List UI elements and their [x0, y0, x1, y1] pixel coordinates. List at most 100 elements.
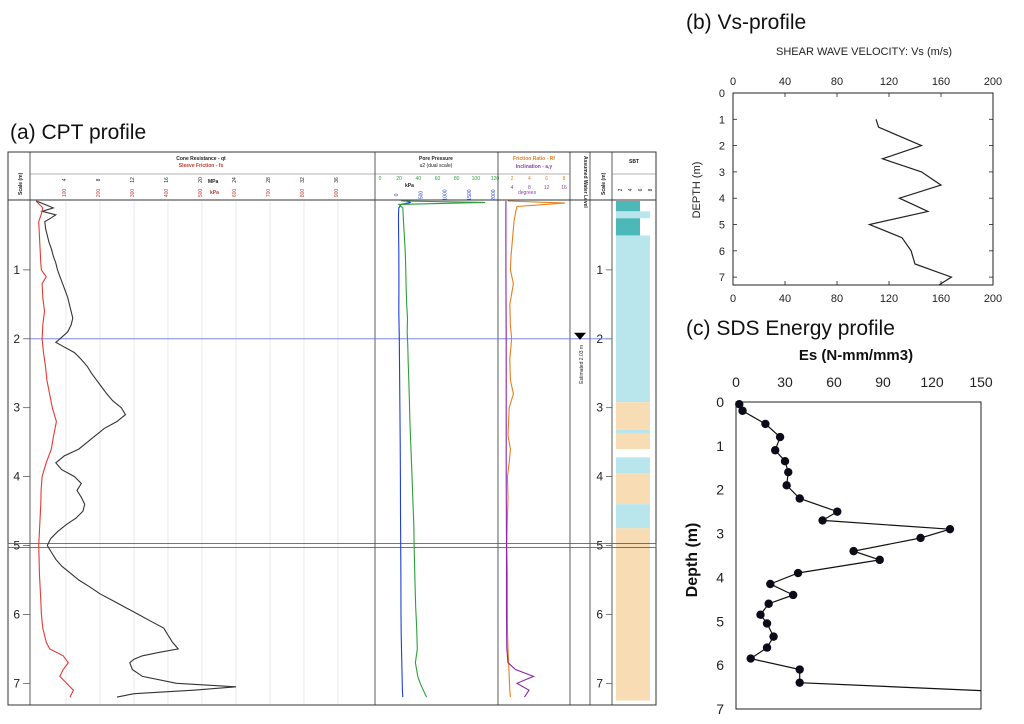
sds-ylabel: Depth (m): [684, 523, 701, 598]
incl-tick: 8: [528, 185, 531, 191]
sds-point: [818, 516, 827, 525]
sds-ytick: 3: [716, 526, 724, 542]
depth-tick-left: 6: [13, 607, 20, 621]
sbt-layer: [616, 528, 650, 701]
pore-tick-a: 100: [472, 176, 481, 182]
sbt-layer: [616, 449, 646, 458]
sds-chart: Es (N-mm/mm3) 0 30 60 90 120 150 0 1 2 3 4 5 6 7 Dept…: [684, 347, 993, 717]
sds-point: [761, 419, 770, 429]
vs-series-line: [867, 119, 953, 286]
cone-grid: [65, 201, 339, 704]
sbt-tick: 4: [628, 188, 634, 191]
sds-xtick: 120: [920, 374, 944, 390]
sbt-tick: 6: [638, 188, 644, 191]
incl-tick: 16: [561, 185, 567, 191]
depth-tick-left: 1: [13, 263, 20, 277]
cpt-title: (a) CPT profile: [10, 121, 146, 144]
vs-ytick: 4: [719, 193, 725, 205]
sbt-layer: [616, 457, 650, 474]
depth-tick-left: 3: [13, 401, 20, 415]
pore-tick-a: 40: [416, 176, 422, 182]
sbt-layer: [616, 211, 650, 219]
cone-tick-mpa: 20: [198, 177, 204, 183]
vs-plot-frame: [732, 92, 994, 286]
depth-5m-highlight: [7, 543, 657, 548]
vs-ytick: 2: [719, 141, 725, 153]
rf-tick: 2: [511, 176, 514, 182]
sds-point: [795, 665, 804, 674]
sds-point: [771, 446, 780, 455]
vs-xtick-top: 40: [779, 76, 791, 88]
sds-point: [762, 619, 772, 628]
cone-tick-kpa: 700: [266, 189, 272, 198]
sds-point: [775, 432, 785, 442]
rf-series-line: [506, 200, 566, 698]
vs-xtick-bottom: 0: [730, 293, 736, 305]
sbt-layer: [616, 402, 650, 430]
cone-unit-kpa: kPa: [210, 190, 219, 196]
cone-tick-mpa: 28: [266, 177, 272, 183]
vs-xtick-bottom: 160: [932, 293, 950, 305]
vs-xtick-bottom: 200: [984, 293, 1002, 305]
incl-tick: 12: [544, 185, 550, 191]
sds-point: [764, 599, 773, 608]
sds-point: [795, 494, 804, 503]
sds-point: [762, 643, 772, 652]
pore-tick-a: 60: [435, 176, 441, 182]
sds-title: (c) SDS Energy profile: [686, 317, 895, 340]
cone-tick-mpa: 16: [164, 177, 170, 183]
cone-header: Cone Resistance - qt: [176, 156, 226, 162]
depth-scale-label-right: Scale (m): [601, 172, 607, 195]
vs-xtick-bottom: 40: [779, 293, 791, 305]
sbt-layer: [616, 433, 650, 450]
vs-ytick: 3: [719, 167, 725, 179]
pore-tick-a: 20: [396, 176, 402, 182]
cone-tick-mpa: 4: [62, 178, 68, 181]
vs-ytick: 0: [719, 88, 725, 100]
cone-tick-kpa: 600: [232, 189, 238, 198]
water-level-marker: [574, 332, 586, 340]
sds-ytick: 4: [716, 569, 724, 585]
sds-xtick: 30: [777, 374, 793, 390]
sbt-layer: [616, 235, 650, 403]
sds-points: [735, 399, 955, 687]
vs-xtick-top: 0: [730, 76, 736, 88]
vs-ytick: 6: [719, 246, 725, 258]
sds-plot-frame: [735, 401, 982, 710]
sds-point: [735, 399, 744, 409]
vs-xtick-top: 200: [984, 76, 1002, 88]
vs-xtick-top: 80: [831, 76, 843, 88]
vs-xtick-top: 160: [932, 76, 950, 88]
water-level-header: Assumed Water Level: [582, 156, 588, 208]
sbt-header: SBT: [629, 159, 639, 165]
cone-tick-kpa: 200: [96, 189, 102, 198]
rf-tick-labels: 2 4 4 8 6 12 8 16: [511, 176, 567, 191]
sds-xtick: 60: [826, 374, 842, 390]
sds-point: [738, 406, 747, 415]
incl-tick: 4: [511, 185, 514, 191]
vs-title: (b) Vs-profile: [686, 11, 806, 34]
cpt-reference-lines: [7, 338, 657, 548]
sds-xtick: 90: [875, 374, 891, 390]
sds-point: [782, 481, 791, 490]
sds-ytick: 7: [716, 701, 724, 717]
rf-header: Friction Ratio - Rf: [513, 156, 555, 162]
pore-tick-a: 0: [379, 176, 382, 182]
u2-scaled-series-line: [397, 200, 486, 698]
sbt-layer: [616, 218, 640, 236]
pore-header: Pore Pressure: [419, 156, 453, 162]
sbt-layer: [616, 473, 650, 505]
sds-point: [788, 590, 798, 600]
vs-chart: SHEAR WAVE VELOCITY: Vs (m/s) 0040408080…: [691, 46, 1002, 305]
u2-series-line: [397, 200, 411, 698]
vs-ytick: 7: [719, 272, 725, 284]
vs-ylabel: DEPTH (m): [691, 162, 703, 219]
cone-header2: Sleeve Friction - fs: [179, 163, 224, 169]
rf-tick: 8: [563, 176, 566, 182]
sds-point: [945, 524, 955, 534]
depth-tick-right: 1: [596, 263, 603, 277]
sds-point: [746, 654, 755, 663]
depth-tick-left: 4: [13, 470, 20, 484]
